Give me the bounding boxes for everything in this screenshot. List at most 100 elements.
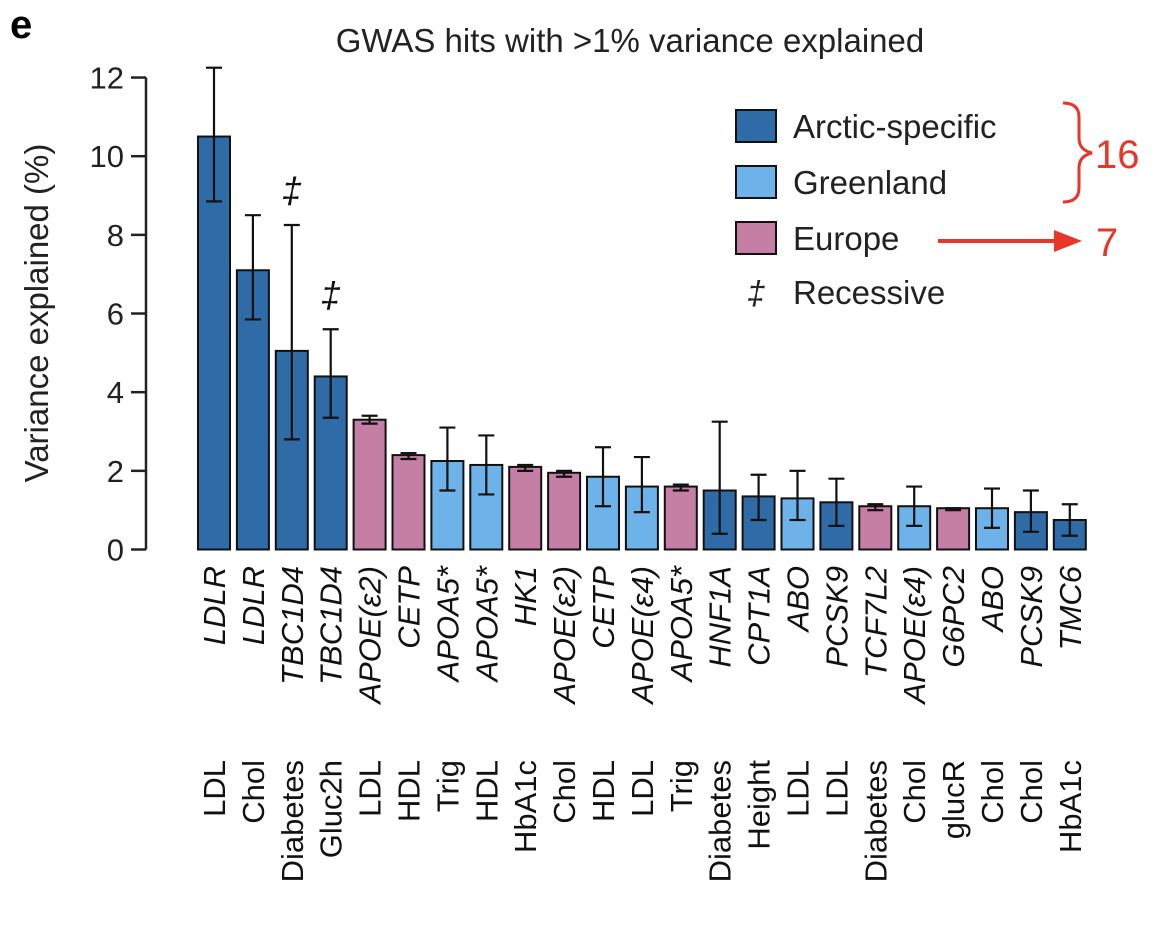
error-bar-20	[984, 487, 1000, 529]
bar-9	[547, 471, 582, 551]
error-bar-4	[361, 414, 378, 425]
gene-label-10: CETP	[586, 566, 621, 649]
legend-label-greenland: Greenland	[793, 164, 947, 201]
y-tick-label-4: 4	[107, 375, 124, 410]
y-tick-label-10: 10	[90, 139, 124, 174]
gene-label-16: PCSK9	[819, 566, 854, 668]
trait-label-3: Gluc2h	[314, 760, 349, 858]
error-bar-12	[672, 483, 689, 492]
error-bar-1	[244, 214, 261, 321]
trait-label-21: Chol	[1014, 760, 1049, 824]
error-bar-19	[945, 507, 962, 512]
y-tick-label-0: 0	[107, 533, 124, 568]
trait-label-19: glucR	[936, 760, 971, 839]
gene-label-2: TBC1D4	[275, 566, 310, 685]
gene-label-21: PCSK9	[1014, 566, 1049, 668]
gene-label-4: APOE(ε2)	[353, 566, 388, 706]
error-bar-11	[633, 455, 650, 514]
error-bar-13	[711, 420, 728, 535]
trait-label-8: HbA1c	[508, 760, 543, 853]
gene-label-12: APOA5*	[664, 565, 699, 683]
legend-swatch-arctic	[735, 109, 777, 143]
gene-label-7: APOA5*	[469, 565, 504, 683]
trait-label-6: Trig	[430, 760, 465, 812]
trait-label-0: LDL	[197, 760, 232, 817]
error-bar-5	[400, 452, 417, 461]
trait-label-17: Diabetes	[858, 760, 893, 882]
bar-8	[508, 465, 543, 551]
trait-label-5: HDL	[392, 760, 427, 822]
gene-label-8: HK1	[508, 566, 543, 626]
error-bar-8	[517, 463, 534, 472]
legend-label-recessive: Recessive	[793, 274, 945, 311]
error-bars-group	[206, 66, 1078, 537]
bar-4	[352, 418, 387, 551]
bar-17	[858, 505, 893, 551]
trait-label-10: HDL	[586, 760, 621, 822]
gene-label-5: CETP	[392, 566, 427, 649]
y-tick-label-2: 2	[107, 454, 124, 489]
error-bar-16	[828, 477, 845, 528]
trait-label-4: LDL	[353, 760, 388, 817]
bar-5	[391, 454, 426, 551]
gene-label-9: APOE(ε2)	[547, 566, 582, 706]
bar-0	[197, 135, 231, 551]
error-bar-10	[595, 446, 611, 508]
annotation-count-7: 7	[1096, 221, 1118, 265]
error-bar-17	[867, 503, 884, 512]
y-tick-label-8: 8	[107, 218, 124, 253]
gene-label-11: APOE(ε4)	[625, 566, 660, 706]
gene-label-15: ABO	[781, 566, 816, 633]
chart-title: GWAS hits with >1% variance explained	[336, 22, 924, 59]
panel-letter: e	[10, 3, 32, 47]
gene-label-3: TBC1D4	[314, 566, 349, 685]
y-axis: 0 2 4 6 8 10 12	[90, 61, 148, 568]
error-bar-6	[439, 426, 456, 492]
legend-recessive-symbol: ‡	[747, 274, 765, 311]
gene-label-19: G6PC2	[936, 566, 971, 668]
legend-label-arctic: Arctic-specific	[793, 108, 997, 145]
gene-label-17: TCF7L2	[858, 566, 893, 678]
bar-19	[936, 507, 971, 551]
annotation-brace	[1062, 101, 1093, 204]
trait-label-20: Chol	[975, 760, 1010, 824]
trait-label-7: HDL	[469, 760, 504, 822]
error-bar-0	[206, 66, 222, 203]
error-bar-7	[478, 434, 495, 496]
y-axis-label: Variance explained (%)	[18, 144, 55, 483]
gene-label-22: TMC6	[1053, 565, 1088, 650]
recessive-marks-group: ‡‡	[282, 170, 341, 315]
trait-label-2: Diabetes	[275, 760, 310, 882]
y-tick-label-12: 12	[90, 61, 124, 96]
error-bar-15	[789, 469, 806, 522]
recessive-mark-3: ‡	[321, 274, 341, 315]
gene-label-20: ABO	[975, 566, 1010, 633]
legend-swatch-europe	[735, 221, 777, 255]
gene-label-0: LDLR	[197, 566, 232, 645]
error-bar-18	[906, 485, 923, 528]
trait-label-15: LDL	[781, 760, 816, 817]
gene-label-1: LDLR	[236, 566, 271, 645]
legend: Arctic-specific Greenland Europe ‡ Reces…	[735, 108, 997, 311]
trait-label-11: LDL	[625, 760, 660, 817]
legend-label-europe: Europe	[793, 220, 899, 257]
annotation-count-16: 16	[1095, 133, 1140, 177]
trait-label-12: Trig	[664, 760, 699, 812]
trait-label-9: Chol	[547, 760, 582, 824]
error-bar-21	[1022, 489, 1039, 533]
trait-label-18: Chol	[897, 760, 932, 824]
y-tick-label-6: 6	[107, 297, 124, 332]
gene-label-6: APOA5*	[430, 565, 465, 683]
trait-label-1: Chol	[236, 760, 271, 824]
recessive-mark-2: ‡	[282, 170, 302, 211]
error-bar-2	[283, 223, 300, 441]
bar-12	[663, 485, 698, 551]
error-bar-22	[1061, 503, 1078, 537]
annotation-arrow-head	[1054, 230, 1082, 252]
annotations: 16 7	[938, 101, 1140, 265]
error-bar-3	[322, 328, 339, 419]
legend-swatch-greenland	[735, 165, 777, 199]
gene-label-18: APOE(ε4)	[897, 566, 932, 706]
gene-labels-group: LDLR LDLR TBC1D4 TBC1D4 APOE(ε2) CETP APOA5* AP…	[197, 565, 1088, 706]
